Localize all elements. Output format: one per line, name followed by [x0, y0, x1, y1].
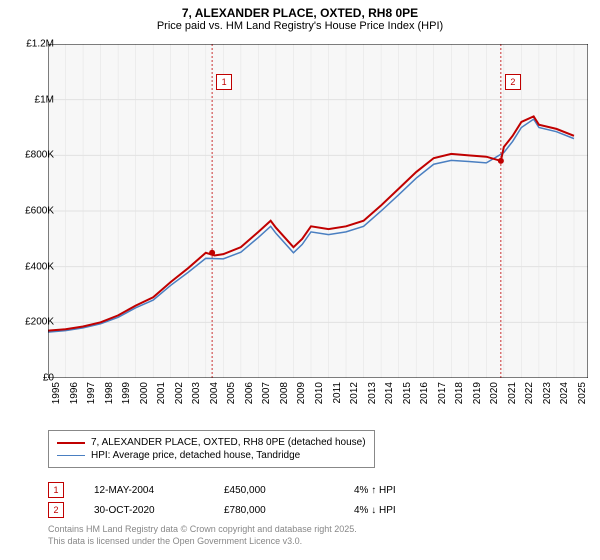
x-tick-label: 2018: [454, 382, 465, 404]
y-tick-label: £400K: [25, 261, 54, 272]
x-tick-label: 2023: [542, 382, 553, 404]
x-tick-label: 2021: [507, 382, 518, 404]
x-tick-label: 2002: [174, 382, 185, 404]
y-tick-label: £600K: [25, 206, 54, 217]
x-tick-label: 2016: [419, 382, 430, 404]
x-tick-label: 1998: [104, 382, 115, 404]
x-tick-label: 2014: [384, 382, 395, 404]
event-date: 30-OCT-2020: [94, 505, 194, 516]
event-marker-inline: 1: [216, 74, 232, 90]
x-tick-label: 1995: [51, 382, 62, 404]
legend-item: 7, ALEXANDER PLACE, OXTED, RH8 0PE (deta…: [57, 437, 366, 448]
title-block: 7, ALEXANDER PLACE, OXTED, RH8 0PE Price…: [0, 0, 600, 32]
x-tick-label: 1999: [121, 382, 132, 404]
x-tick-label: 2004: [209, 382, 220, 404]
legend-label: 7, ALEXANDER PLACE, OXTED, RH8 0PE (deta…: [91, 437, 366, 448]
chart-container: 7, ALEXANDER PLACE, OXTED, RH8 0PE Price…: [0, 0, 600, 560]
event-marker-box: 2: [48, 502, 64, 518]
x-tick-label: 2013: [367, 382, 378, 404]
y-tick-label: £1.2M: [26, 39, 54, 50]
event-delta: 4% ↑ HPI: [354, 485, 474, 496]
event-date: 12-MAY-2004: [94, 485, 194, 496]
x-tick-label: 2008: [279, 382, 290, 404]
x-tick-label: 2017: [437, 382, 448, 404]
event-marker-inline: 2: [505, 74, 521, 90]
event-row: 1 12-MAY-2004 £450,000 4% ↑ HPI: [48, 482, 474, 498]
chart-subtitle: Price paid vs. HM Land Registry's House …: [0, 20, 600, 32]
x-tick-label: 2025: [577, 382, 588, 404]
legend-item: HPI: Average price, detached house, Tand…: [57, 450, 366, 461]
x-tick-label: 2024: [559, 382, 570, 404]
event-table: 1 12-MAY-2004 £450,000 4% ↑ HPI 2 30-OCT…: [48, 478, 474, 522]
legend-label: HPI: Average price, detached house, Tand…: [91, 450, 300, 461]
x-tick-label: 2010: [314, 382, 325, 404]
event-row: 2 30-OCT-2020 £780,000 4% ↓ HPI: [48, 502, 474, 518]
x-tick-label: 2003: [191, 382, 202, 404]
legend-swatch: [57, 442, 85, 444]
event-marker-box: 1: [48, 482, 64, 498]
event-price: £780,000: [224, 505, 324, 516]
x-tick-label: 2006: [244, 382, 255, 404]
legend: 7, ALEXANDER PLACE, OXTED, RH8 0PE (deta…: [48, 430, 375, 468]
chart-svg: [48, 44, 588, 378]
footer-line: Contains HM Land Registry data © Crown c…: [48, 524, 357, 536]
x-tick-label: 1996: [69, 382, 80, 404]
x-tick-label: 2015: [402, 382, 413, 404]
x-tick-label: 2011: [332, 382, 343, 404]
x-tick-label: 2019: [472, 382, 483, 404]
x-tick-label: 2022: [524, 382, 535, 404]
chart-plot-area: [48, 44, 588, 378]
x-tick-label: 2005: [226, 382, 237, 404]
x-tick-label: 2001: [156, 382, 167, 404]
event-delta: 4% ↓ HPI: [354, 505, 474, 516]
x-tick-label: 2007: [261, 382, 272, 404]
x-tick-label: 1997: [86, 382, 97, 404]
footer: Contains HM Land Registry data © Crown c…: [48, 524, 357, 547]
x-tick-label: 2009: [296, 382, 307, 404]
x-tick-label: 2020: [489, 382, 500, 404]
x-tick-label: 2012: [349, 382, 360, 404]
y-tick-label: £1M: [35, 94, 54, 105]
y-tick-label: £800K: [25, 150, 54, 161]
y-tick-label: £200K: [25, 317, 54, 328]
footer-line: This data is licensed under the Open Gov…: [48, 536, 357, 548]
x-tick-label: 2000: [139, 382, 150, 404]
event-price: £450,000: [224, 485, 324, 496]
chart-title: 7, ALEXANDER PLACE, OXTED, RH8 0PE: [0, 6, 600, 20]
legend-swatch: [57, 455, 85, 457]
